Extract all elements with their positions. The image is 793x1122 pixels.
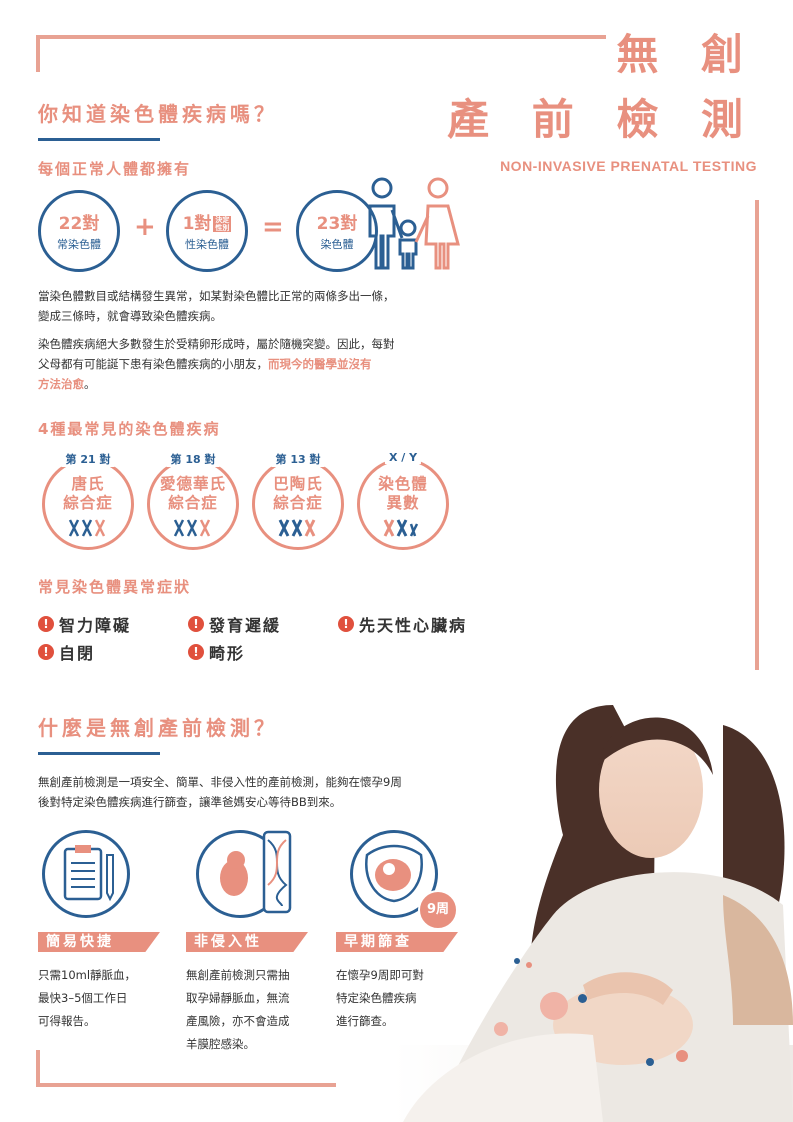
nipt-heading: 什麼是無創產前檢測？ bbox=[38, 716, 278, 740]
chromosome-icon bbox=[278, 519, 316, 537]
nipt-heading-underline bbox=[38, 752, 160, 755]
feature-label-noninvasive: 非侵入性 bbox=[186, 932, 308, 952]
sex-badge: 決定性別 bbox=[213, 216, 232, 232]
week-badge: 9周 bbox=[418, 890, 458, 930]
frame-line-bottom bbox=[36, 1083, 336, 1087]
autosome-count: 22對 bbox=[58, 214, 100, 234]
womb-icon bbox=[365, 844, 423, 903]
feature-label-quick: 簡易快捷 bbox=[38, 932, 160, 952]
feature-circle-noninvasive bbox=[196, 830, 292, 918]
symptom-item: ! 畸形 bbox=[188, 640, 245, 664]
diseases-heading: 4種最常見的染色體疾病 bbox=[38, 420, 221, 438]
autosome-circle: 22對 常染色體 bbox=[38, 190, 120, 272]
symptom-item: ! 自閉 bbox=[38, 640, 95, 664]
decor-dot bbox=[514, 958, 520, 964]
total-chromosome-circle: 23對 染色體 bbox=[296, 190, 378, 272]
feature-circle-early bbox=[350, 830, 438, 918]
decor-dot bbox=[526, 962, 532, 968]
disease-circle-trisomy-18: 第 18 對 愛德華氏 綜合症 bbox=[147, 451, 239, 550]
symptom-item: ! 發育遲緩 bbox=[188, 612, 281, 636]
total-count: 23對 bbox=[316, 214, 358, 234]
nipt-paragraph: 無創產前檢測是一項安全、簡單、非侵入性的產前檢測，能夠在懷孕9周 後對特定染色體… bbox=[38, 775, 402, 809]
feature-text-quick: 只需10ml靜脈血， 最快3–5個工作日 可得報告。 bbox=[38, 968, 137, 1028]
frame-line-left-top bbox=[36, 35, 40, 72]
feature-text-early: 在懷孕9周即可對 特定染色體疾病 進行篩查。 bbox=[336, 968, 424, 1028]
paragraph-1: 當染色體數目或結構發生異常，如某對染色體比正常的兩條多出一條， 變成三條時，就會… bbox=[38, 289, 395, 323]
subheading-normal: 每個正常人體都擁有 bbox=[38, 160, 192, 178]
disease-circle-trisomy-13: 第 13 對 巴陶氏 綜合症 bbox=[252, 451, 344, 550]
alert-icon: ! bbox=[338, 616, 354, 632]
title-line-2: 產 前 檢 測 bbox=[447, 95, 757, 144]
plus-sign: + bbox=[134, 212, 156, 242]
fetus-dna-icon bbox=[220, 830, 292, 914]
decor-dot bbox=[646, 1058, 654, 1066]
chromosome-icon bbox=[173, 519, 211, 537]
alert-icon: ! bbox=[38, 616, 54, 632]
title-line-1: 無 創 bbox=[616, 30, 757, 79]
sex-chromosome-circle: 1對 決定性別 性染色體 bbox=[166, 190, 248, 272]
disease-circle-trisomy-21: 第 21 對 唐氏 綜合症 bbox=[42, 451, 134, 550]
decor-dot bbox=[676, 1050, 688, 1062]
symptom-item: ! 智力障礙 bbox=[38, 612, 131, 636]
autosome-label: 常染色體 bbox=[57, 238, 101, 251]
sex-chromosome-count: 1對 bbox=[182, 214, 212, 234]
equals-sign: = bbox=[262, 212, 284, 242]
decor-dot bbox=[578, 994, 587, 1003]
decor-dot bbox=[494, 1022, 508, 1036]
alert-icon: ! bbox=[188, 616, 204, 632]
symptoms-heading: 常見染色體異常症狀 bbox=[38, 578, 192, 596]
feature-circle-quick bbox=[42, 830, 130, 918]
pregnant-woman-photo bbox=[393, 705, 793, 1122]
frame-line-left-bottom bbox=[36, 1050, 40, 1087]
paragraph-2: 染色體疾病絕大多數發生於受精卵形成時，屬於隨機突變。因此，每對 父母都有可能誕下… bbox=[38, 337, 395, 391]
sex-chromosome-label: 性染色體 bbox=[185, 238, 229, 251]
frame-line-right bbox=[755, 200, 759, 670]
chromosome-icon bbox=[68, 519, 106, 537]
feature-text-noninvasive: 無創產前檢測只需抽 取孕婦靜脈血，無流 產風險，亦不會造成 羊膜腔感染。 bbox=[186, 968, 290, 1051]
clipboard-icon bbox=[63, 845, 114, 902]
alert-icon: ! bbox=[38, 644, 54, 660]
decor-dot bbox=[540, 992, 568, 1020]
chromosome-icon bbox=[383, 519, 419, 537]
feature-label-early: 早期篩查 bbox=[336, 932, 458, 952]
family-icon bbox=[368, 177, 460, 270]
heading-underline bbox=[38, 138, 160, 141]
total-label: 染色體 bbox=[320, 238, 354, 251]
frame-line-top bbox=[36, 35, 606, 39]
section-heading-chromosome: 你知道染色體疾病嗎？ bbox=[38, 102, 278, 126]
disease-circle-sex-aneuploidy: X / Y 染色體 異數 bbox=[357, 451, 449, 550]
alert-icon: ! bbox=[188, 644, 204, 660]
symptom-item: ! 先天性心臟病 bbox=[338, 612, 467, 636]
subtitle: NON-INVASIVE PRENATAL TESTING bbox=[500, 158, 757, 174]
